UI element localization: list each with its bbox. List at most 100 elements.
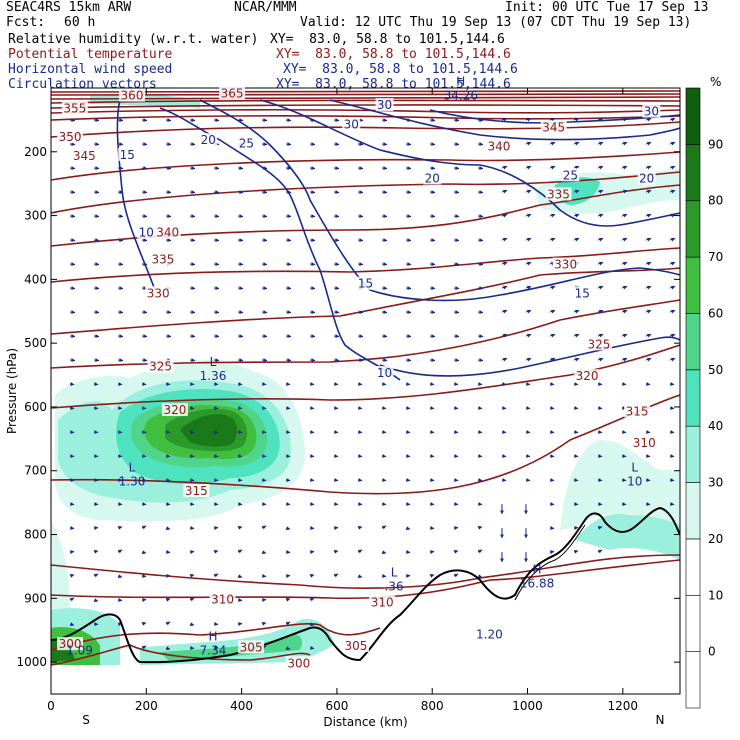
circulation-vector [237, 358, 244, 363]
theta-label: 325 [588, 337, 611, 351]
theta-label: 365 [221, 87, 244, 101]
circulation-vector [117, 430, 123, 435]
circulation-vector [117, 286, 124, 291]
theta-label: 315 [185, 484, 208, 498]
circulation-vector [381, 214, 388, 219]
circulation-vector [237, 430, 243, 435]
circulation-vector [309, 382, 315, 387]
circulation-vector [309, 166, 316, 171]
circulation-vector [405, 382, 411, 387]
circulation-vector [381, 310, 388, 315]
circulation-vector [573, 382, 579, 387]
circulation-vector [549, 237, 556, 242]
circulation-vector [477, 382, 483, 387]
circulation-vector [261, 406, 267, 411]
circulation-vector [117, 118, 124, 123]
field-rh-xy: XY= 83.0, 58.8 to 101.5,144.6 [270, 32, 505, 47]
circulation-vector [525, 189, 532, 194]
theta-label-bg [485, 139, 512, 153]
theta-label: 305 [240, 640, 263, 654]
circulation-vector [453, 454, 459, 459]
theta-label-bg [209, 592, 236, 606]
colorbar-swatch [685, 425, 701, 483]
extremum-value: 16.88 [520, 577, 554, 591]
circulation-vector [597, 549, 603, 554]
theta-label-bg [161, 403, 188, 417]
circulation-vector [141, 550, 147, 555]
circulation-vector [69, 622, 75, 627]
circulation-vector [333, 310, 340, 315]
theta-label: 300 [59, 637, 82, 651]
circulation-vector [117, 406, 123, 411]
circulation-vector [309, 454, 315, 459]
circulation-vector [597, 117, 604, 122]
colorbar-label: 80 [708, 194, 723, 208]
circulation-vector [429, 478, 435, 483]
theta-label-bg [238, 640, 265, 654]
circulation-vector [237, 502, 243, 507]
circulation-vector [357, 238, 364, 243]
circulation-vector [477, 166, 484, 171]
circulation-vector [69, 118, 76, 123]
circulation-vector [333, 190, 340, 195]
circulation-vector [405, 190, 412, 195]
circulation-vector [261, 214, 268, 219]
circulation-vector [93, 286, 100, 291]
circulation-vector [549, 309, 556, 314]
circulation-vector [357, 310, 364, 315]
wind-label-bg [199, 133, 218, 147]
circulation-vector [141, 142, 148, 147]
circulation-vector [597, 430, 603, 435]
colorbar-label: 10 [708, 588, 723, 602]
circulation-vector [621, 165, 628, 170]
circulation-vector [141, 262, 148, 267]
circulation-vector [453, 238, 460, 243]
circulation-vector [285, 190, 292, 195]
wind-label: 10 [139, 226, 154, 240]
circulation-vector [405, 214, 412, 219]
circulation-vector [549, 406, 555, 411]
theta-label-bg [183, 484, 210, 498]
circulation-vector [189, 622, 195, 627]
circulation-vector [93, 118, 100, 123]
circulation-vector [597, 357, 604, 362]
circulation-vector [117, 142, 124, 147]
circulation-vector [573, 189, 580, 194]
y-tick-label: 900 [24, 591, 47, 605]
circulation-vector [645, 189, 652, 194]
circulation-vector [237, 310, 244, 315]
circulation-vector [429, 166, 436, 171]
terrain [51, 506, 680, 664]
circulation-vector [141, 430, 147, 435]
circulation-vector [549, 285, 556, 290]
circulation-vector [333, 430, 339, 435]
wind-label-bg [637, 171, 656, 185]
circulation-vector [669, 333, 676, 338]
wind-label-bg [137, 225, 156, 239]
init-time: Init: 00 UTC Tue 17 Sep 13 [505, 0, 709, 15]
circulation-vector [189, 166, 196, 171]
circulation-vector [669, 382, 675, 387]
plot-frame [50, 87, 681, 695]
extremum-value: 1.36 [200, 369, 227, 383]
circulation-vector [285, 262, 292, 267]
circulation-vector [309, 142, 316, 147]
circulation-vector [309, 238, 316, 243]
circulation-vector [525, 141, 532, 146]
circulation-vector [117, 454, 123, 459]
circulation-vector [621, 189, 628, 194]
circulation-vector [93, 430, 99, 435]
theta-label-bg [631, 436, 658, 450]
field-theta-name: Potential temperature [8, 47, 173, 62]
circulation-vector [597, 165, 604, 170]
circulation-vector [381, 238, 388, 243]
circulation-vector [117, 549, 123, 554]
wind-label: 25 [239, 136, 254, 150]
circulation-vector [189, 238, 196, 243]
field-theta-xy: XY= 83.0, 58.8 to 101.5,144.6 [276, 47, 511, 62]
circulation-vector [189, 454, 195, 459]
circulation-vector [261, 334, 268, 339]
circulation-vector [237, 525, 243, 530]
circulation-vector [477, 118, 484, 123]
